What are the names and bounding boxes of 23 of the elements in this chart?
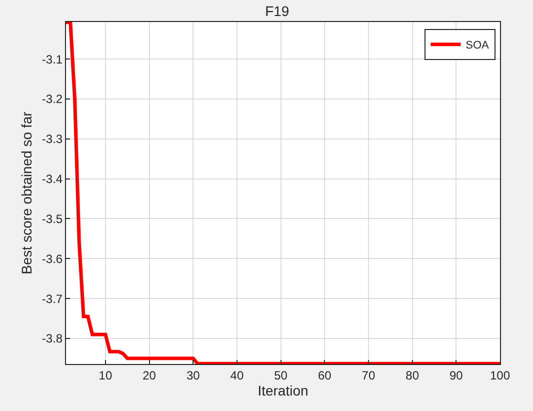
x-tick-label: 10 <box>98 368 112 382</box>
x-tick-label: 80 <box>406 368 420 382</box>
x-axis-title: Iteration <box>258 382 308 399</box>
x-tick-label: 40 <box>230 368 244 382</box>
chart-title: F19 <box>265 2 290 19</box>
y-tick-label: -3.7 <box>42 292 63 306</box>
x-tick-label: 30 <box>186 368 200 382</box>
y-tick-label: -3.2 <box>42 92 63 106</box>
x-tick-label: 50 <box>274 368 288 382</box>
y-tick-label: -3.3 <box>42 132 63 146</box>
x-tick-label: 90 <box>449 368 464 382</box>
y-tick-label: -3.5 <box>42 212 63 226</box>
x-tick-label: 100 <box>490 368 510 382</box>
y-tick-label: -3.4 <box>42 172 63 186</box>
x-tick-label: 60 <box>318 368 332 382</box>
x-tick-label: 70 <box>362 368 376 382</box>
y-axis-title: Best score obtained so far <box>18 111 35 274</box>
y-tick-label: -3.6 <box>42 252 63 266</box>
line-series <box>66 22 500 364</box>
y-tick-label: -3.1 <box>42 52 63 66</box>
x-tick-label: 20 <box>142 368 156 382</box>
legend-label: SOA <box>466 40 490 52</box>
y-tick-label: -3.8 <box>42 332 63 346</box>
